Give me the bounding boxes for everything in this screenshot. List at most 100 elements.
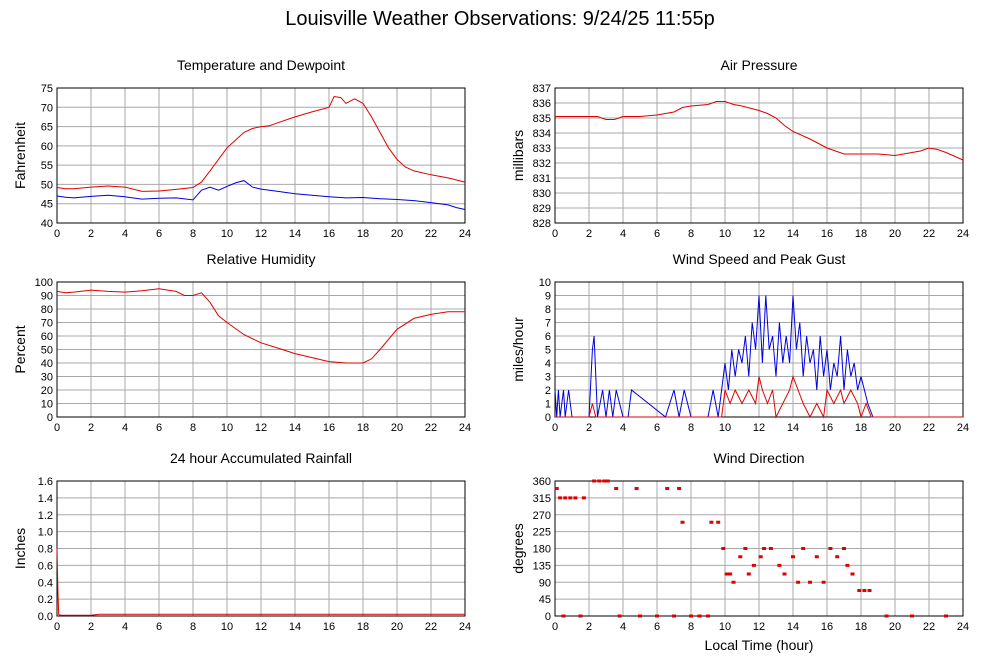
x-tick-label: 18 <box>855 422 867 434</box>
data-point <box>731 580 736 584</box>
x-tick-label: 2 <box>88 621 94 633</box>
y-tick-label: 6 <box>545 331 551 343</box>
data-point <box>602 479 607 483</box>
x-tick-label: 2 <box>586 228 592 240</box>
y-tick-label: 0.2 <box>38 594 53 606</box>
x-tick-label: 14 <box>787 228 799 240</box>
x-tick-label: 24 <box>957 621 969 633</box>
data-point <box>743 547 748 550</box>
data-point <box>845 563 850 567</box>
y-axis-label: millibars <box>510 130 526 181</box>
x-tick-label: 0 <box>552 621 558 633</box>
data-point <box>808 580 812 584</box>
y-tick-label: 30 <box>41 372 53 384</box>
x-tick-label: 10 <box>719 621 731 633</box>
y-tick-label: 40 <box>41 218 53 230</box>
y-tick-label: 100 <box>35 277 53 289</box>
x-tick-label: 20 <box>391 228 403 240</box>
y-tick-label: 9 <box>545 291 551 303</box>
series-line-2 <box>555 374 963 419</box>
series-line-2 <box>56 180 466 210</box>
data-point <box>554 487 559 490</box>
x-tick-label: 0 <box>54 228 60 240</box>
x-tick-label: 16 <box>821 422 833 434</box>
y-axis-label: Fahrenheit <box>12 122 28 189</box>
y-tick-label: 1.0 <box>38 527 53 539</box>
data-point <box>814 555 819 559</box>
x-tick-label: 14 <box>787 621 799 633</box>
y-tick-label: 180 <box>533 544 551 556</box>
data-point <box>689 614 693 618</box>
y-tick-label: 20 <box>41 385 53 397</box>
y-tick-label: 65 <box>41 122 53 134</box>
y-tick-label: 270 <box>533 510 551 522</box>
y-tick-label: 836 <box>533 98 551 110</box>
x-tick-label: 0 <box>54 621 60 633</box>
data-point <box>672 614 676 618</box>
plot-frame <box>56 87 466 224</box>
x-tick-label: 2 <box>586 621 592 633</box>
y-tick-label: 45 <box>41 199 53 211</box>
y-tick-label: 40 <box>41 358 53 370</box>
y-tick-label: 833 <box>533 143 551 155</box>
data-point <box>634 487 639 490</box>
x-tick-label: 22 <box>425 621 437 633</box>
x-tick-label: 12 <box>255 228 267 240</box>
data-point <box>768 547 773 550</box>
data-point <box>796 580 801 584</box>
y-tick-label: 50 <box>41 179 53 191</box>
x-tick-label: 4 <box>620 621 626 633</box>
x-tick-label: 4 <box>122 422 128 434</box>
data-point <box>791 555 795 559</box>
data-point <box>697 614 702 618</box>
x-tick-label: 16 <box>821 228 833 240</box>
data-point <box>573 496 578 500</box>
data-point <box>862 589 867 592</box>
series-line-1 <box>555 101 964 161</box>
y-tick-label: 60 <box>41 141 53 153</box>
y-tick-label: 834 <box>533 128 551 140</box>
y-tick-label: 360 <box>533 476 551 488</box>
x-tick-label: 22 <box>425 228 437 240</box>
series-line-1 <box>554 295 963 418</box>
data-point <box>617 614 622 618</box>
y-tick-label: 1.2 <box>38 510 53 522</box>
data-point <box>578 614 583 618</box>
data-point <box>665 487 670 490</box>
data-point <box>581 496 586 500</box>
plot-frame <box>554 281 964 418</box>
x-tick-label: 10 <box>719 228 731 240</box>
x-tick-label: 14 <box>289 228 301 240</box>
y-tick-label: 225 <box>533 527 551 539</box>
data-point <box>592 479 597 483</box>
x-tick-label: 4 <box>122 621 128 633</box>
x-tick-label: 16 <box>323 422 335 434</box>
chart-title: Wind Direction <box>713 450 804 466</box>
x-tick-label: 22 <box>923 422 935 434</box>
data-point <box>614 487 619 490</box>
plot-frame <box>56 281 466 418</box>
x-tick-label: 20 <box>889 422 901 434</box>
x-tick-label: 8 <box>190 621 196 633</box>
x-tick-label: 14 <box>289 422 301 434</box>
x-tick-label: 20 <box>889 621 901 633</box>
x-tick-label: 22 <box>923 621 935 633</box>
chart-title: Air Pressure <box>720 57 797 73</box>
y-axis-label: degrees <box>510 523 526 574</box>
x-tick-label: 20 <box>391 422 403 434</box>
x-tick-label: 18 <box>855 228 867 240</box>
y-tick-label: 70 <box>41 102 53 114</box>
data-point <box>561 614 566 618</box>
data-point <box>728 572 733 576</box>
y-tick-label: 0.0 <box>38 611 53 623</box>
data-point <box>563 496 568 500</box>
data-point <box>558 496 563 500</box>
y-tick-label: 0 <box>47 412 53 424</box>
x-tick-label: 6 <box>654 228 660 240</box>
x-tick-label: 0 <box>54 422 60 434</box>
